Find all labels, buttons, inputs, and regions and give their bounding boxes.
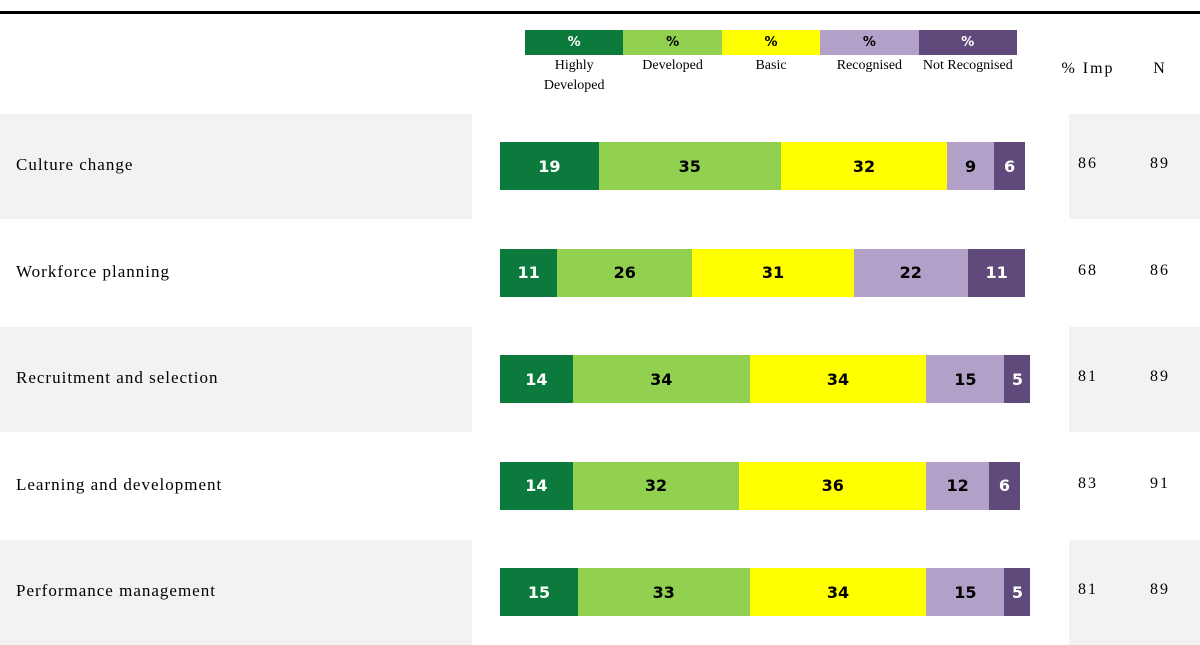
bar: 32 xyxy=(572,461,740,510)
bar: 6 xyxy=(994,142,1026,190)
data-label: 32 xyxy=(644,476,668,495)
row-background xyxy=(0,540,472,645)
data-label: 36 xyxy=(821,476,844,495)
row-label: Learning and development xyxy=(16,474,223,494)
data-label: 15 xyxy=(954,369,977,389)
bar: 5 xyxy=(1004,568,1031,616)
data-label: 9 xyxy=(965,156,977,176)
bar: 6 xyxy=(988,461,1020,510)
bar: 34 xyxy=(749,355,927,403)
bar: 26 xyxy=(557,248,693,297)
data-label: 6 xyxy=(1004,156,1016,176)
row-background xyxy=(1069,114,1200,219)
row-label: Performance management xyxy=(16,581,216,600)
row-label: Recruitment and selection xyxy=(16,368,219,387)
bar: 14 xyxy=(500,355,573,403)
legend-swatch: % xyxy=(721,30,821,55)
legend-label: Developed xyxy=(642,58,703,73)
data-label: 6 xyxy=(998,476,1010,495)
legend-label: Recognised xyxy=(836,58,903,73)
top-rule xyxy=(0,11,1200,14)
data-label: 15 xyxy=(954,582,977,602)
data-label: 31 xyxy=(761,263,785,282)
data-label: 14 xyxy=(525,369,548,389)
legend-swatch: % xyxy=(918,30,1017,55)
column-value: 89 xyxy=(1150,368,1170,385)
row-background xyxy=(0,327,472,432)
bar: 19 xyxy=(500,142,599,190)
row-background xyxy=(1069,540,1200,645)
bar: 12 xyxy=(926,461,989,510)
legend-swatch: % xyxy=(820,30,919,55)
data-label: 26 xyxy=(613,263,636,282)
bar: 9 xyxy=(947,142,994,190)
column-value: 89 xyxy=(1150,155,1170,172)
bar: 33 xyxy=(578,568,750,616)
row-label: Culture change xyxy=(16,155,134,174)
row-background xyxy=(1069,327,1200,432)
row-background xyxy=(0,114,472,219)
data-label: 11 xyxy=(517,263,540,282)
bar: 32 xyxy=(780,142,948,190)
data-label: 11 xyxy=(985,263,1008,282)
legend-label: Not Recognised xyxy=(922,58,1013,73)
bar: 11 xyxy=(968,248,1026,297)
column-header: % Imp xyxy=(1061,60,1115,77)
data-label: 12 xyxy=(946,476,969,495)
data-label: 32 xyxy=(852,156,876,176)
column-header: N xyxy=(1153,60,1167,77)
column-value: 91 xyxy=(1150,474,1170,492)
data-label: 22 xyxy=(899,263,922,282)
data-label: 34 xyxy=(650,369,673,389)
bar: 35 xyxy=(598,142,781,190)
bar: 31 xyxy=(692,248,854,297)
column-value: 89 xyxy=(1150,581,1170,598)
bar: 15 xyxy=(500,568,578,616)
column-value: 83 xyxy=(1078,474,1098,492)
bar: 15 xyxy=(926,355,1005,403)
legend-swatch: % xyxy=(623,30,722,55)
bar: 34 xyxy=(572,355,750,403)
data-label: 5 xyxy=(1011,582,1023,602)
column-value: 86 xyxy=(1150,261,1170,279)
data-label: 19 xyxy=(538,156,561,176)
row-label: Workforce planning xyxy=(16,261,170,281)
data-label: 34 xyxy=(826,369,850,389)
bar: 34 xyxy=(749,568,927,616)
legend-label: Highly Developed xyxy=(543,58,605,93)
legend-label: Basic xyxy=(755,58,787,73)
bar: 36 xyxy=(739,461,927,510)
column-value: 81 xyxy=(1078,581,1098,598)
bar: 22 xyxy=(853,248,968,297)
bar: 11 xyxy=(500,248,558,297)
data-label: 33 xyxy=(652,582,675,602)
column-value: 68 xyxy=(1078,261,1098,279)
data-label: 34 xyxy=(826,582,850,602)
data-label: 5 xyxy=(1011,369,1023,389)
data-label: 14 xyxy=(525,476,548,495)
data-label: 35 xyxy=(678,156,701,176)
column-value: 86 xyxy=(1078,155,1098,172)
bar: 15 xyxy=(926,568,1005,616)
data-label: 15 xyxy=(527,582,551,602)
column-value: 81 xyxy=(1078,368,1098,385)
legend-swatch: % xyxy=(525,30,624,55)
bar: 14 xyxy=(500,461,573,510)
bar: 5 xyxy=(1004,355,1031,403)
